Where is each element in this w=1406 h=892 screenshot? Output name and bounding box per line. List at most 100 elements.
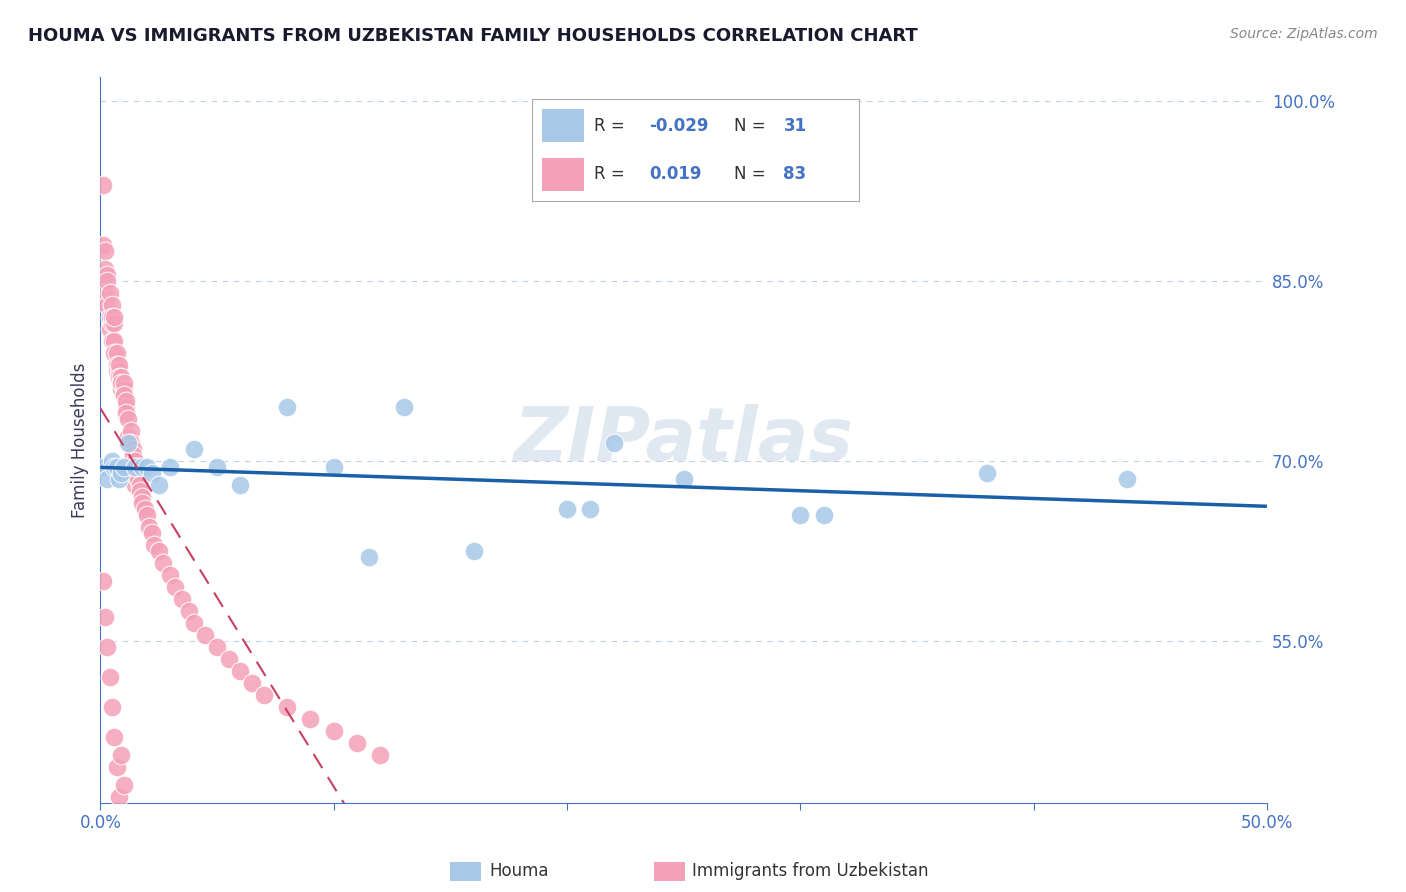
Point [96, 274, 118, 288]
Point [112, 376, 135, 390]
Point [346, 736, 368, 750]
Point [322, 460, 344, 475]
Point [205, 460, 228, 475]
Point [101, 334, 124, 348]
Point [143, 538, 166, 552]
Point [103, 310, 125, 325]
Point [101, 454, 124, 468]
Point [105, 346, 128, 360]
Point [194, 628, 217, 642]
Point [170, 591, 193, 606]
Point [105, 460, 128, 475]
Point [96, 268, 118, 283]
Point [108, 358, 131, 372]
Point [299, 712, 322, 726]
Point [103, 316, 125, 330]
Text: Immigrants from Uzbekistan: Immigrants from Uzbekistan [692, 863, 928, 880]
Point [110, 370, 132, 384]
Point [159, 567, 181, 582]
Point [112, 382, 135, 396]
Point [105, 364, 128, 378]
Point [98, 670, 121, 684]
Point [117, 412, 139, 426]
Point [112, 460, 135, 475]
Point [120, 436, 142, 450]
Text: Houma: Houma [489, 863, 548, 880]
Text: Source: ZipAtlas.com: Source: ZipAtlas.com [1230, 27, 1378, 41]
Point [322, 723, 344, 738]
Point [229, 664, 252, 678]
Point [357, 549, 380, 564]
Point [122, 442, 145, 456]
Point [129, 478, 152, 492]
Point [392, 400, 415, 414]
Point [136, 508, 159, 522]
Point [602, 436, 624, 450]
Point [159, 460, 181, 475]
Point [813, 508, 835, 522]
Point [122, 448, 145, 462]
Text: ZIPatlas: ZIPatlas [513, 403, 853, 476]
Point [108, 789, 131, 804]
Point [101, 298, 124, 312]
Point [94, 286, 117, 301]
Point [117, 430, 139, 444]
Point [115, 394, 138, 409]
Point [124, 454, 146, 468]
Point [94, 244, 117, 259]
Point [276, 699, 298, 714]
Point [124, 460, 146, 475]
Point [127, 472, 149, 486]
Point [91, 460, 114, 475]
Point [163, 580, 186, 594]
Point [110, 376, 132, 390]
Point [276, 400, 298, 414]
Point [94, 609, 117, 624]
Point [177, 604, 200, 618]
Point [240, 675, 263, 690]
Point [101, 699, 124, 714]
Point [229, 478, 252, 492]
Point [110, 382, 132, 396]
Point [127, 460, 149, 475]
Point [108, 370, 131, 384]
Point [218, 652, 240, 666]
Point [120, 424, 142, 438]
Point [94, 262, 117, 277]
Point [672, 472, 695, 486]
Point [136, 460, 159, 475]
Point [110, 747, 132, 762]
Point [141, 466, 163, 480]
Point [112, 778, 135, 792]
Point [98, 310, 121, 325]
Point [101, 316, 124, 330]
Point [579, 502, 602, 516]
Point [103, 460, 125, 475]
Point [112, 388, 135, 402]
Point [134, 502, 156, 516]
Point [183, 615, 205, 630]
Point [183, 442, 205, 456]
Point [96, 298, 118, 312]
Point [148, 544, 170, 558]
Point [131, 490, 153, 504]
Point [129, 483, 152, 498]
Point [789, 508, 811, 522]
Point [112, 388, 135, 402]
Point [555, 502, 578, 516]
Y-axis label: Family Households: Family Households [72, 362, 89, 517]
Point [138, 520, 160, 534]
Point [131, 496, 153, 510]
Point [103, 334, 125, 348]
Point [1116, 472, 1139, 486]
Point [152, 556, 174, 570]
Point [205, 640, 228, 654]
Point [141, 525, 163, 540]
Point [105, 358, 128, 372]
Point [368, 747, 391, 762]
Point [103, 346, 125, 360]
Point [108, 472, 131, 486]
Point [463, 544, 485, 558]
Point [148, 478, 170, 492]
Point [115, 400, 138, 414]
